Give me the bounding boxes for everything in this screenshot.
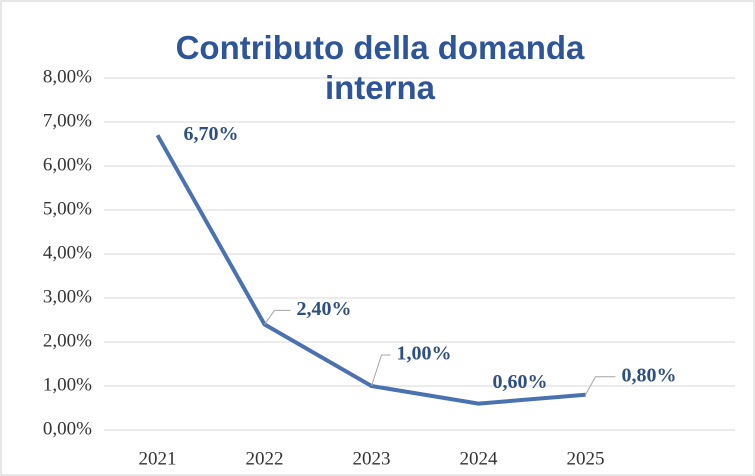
y-tick-label: 8,00% [43,66,92,87]
value-label: 1,00% [397,343,452,365]
x-tick-label: 2021 [139,448,177,469]
y-tick-label: 3,00% [43,286,92,307]
x-tick-label: 2024 [460,448,499,469]
chart-title: Contributo della domanda interna [175,29,585,106]
y-tick-label: 2,00% [43,330,92,351]
y-tick-label: 7,00% [43,110,92,131]
x-tick-label: 2022 [246,448,284,469]
value-label: 0,60% [493,371,548,393]
leader-line [585,376,616,396]
value-label: 2,40% [297,298,352,320]
leader-line [264,309,291,325]
y-tick-label: 5,00% [43,198,92,219]
y-tick-label: 6,00% [43,154,92,175]
leader-line [371,354,391,387]
value-label: 6,70% [184,123,239,145]
value-label: 0,80% [622,364,677,386]
y-tick-label: 1,00% [43,374,92,395]
y-tick-label: 4,00% [43,242,92,263]
x-tick-label: 2023 [353,448,391,469]
line [155,134,586,406]
y-tick-label: 0,00% [43,418,92,439]
x-tick-label: 2025 [567,448,605,469]
